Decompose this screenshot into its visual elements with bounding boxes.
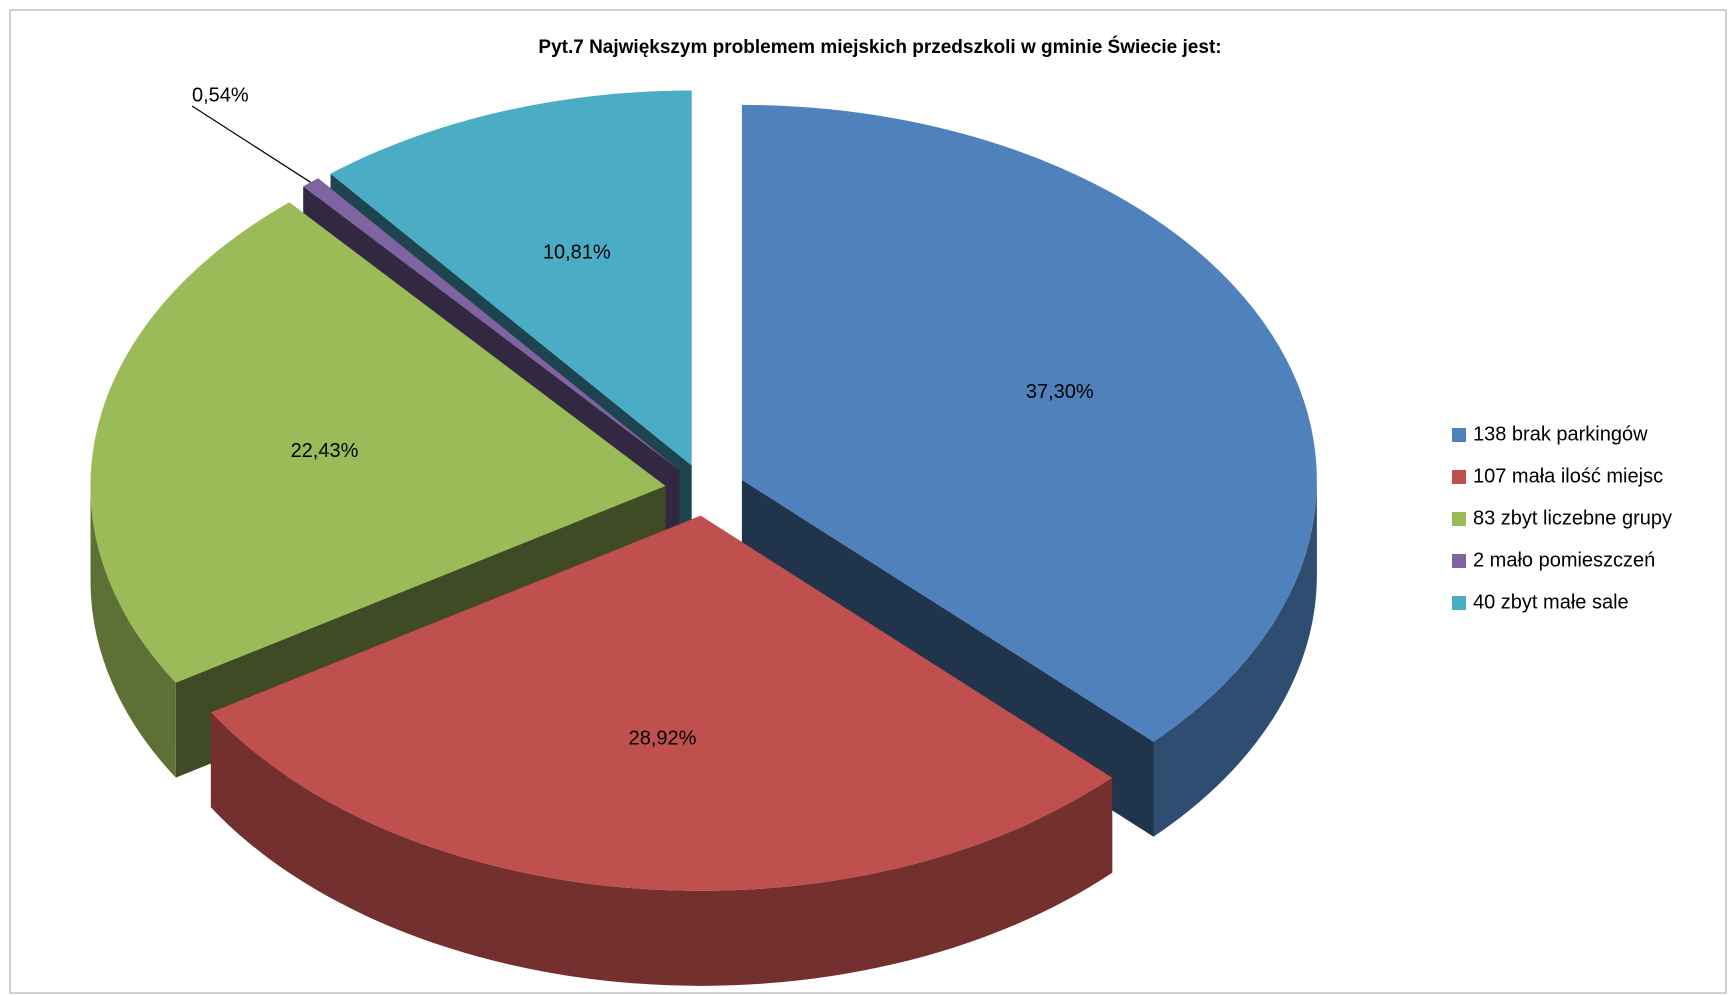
legend-label: 83 zbyt liczebne grupy: [1473, 507, 1672, 529]
pie-slice: [90, 202, 666, 683]
legend-label: 40 zbyt małe sale: [1473, 591, 1629, 613]
data-label: 37,30%: [1026, 381, 1094, 403]
legend-label: 2 mało pomieszczeń: [1473, 549, 1655, 571]
data-label: 28,92%: [629, 728, 697, 750]
slice-outer-wall: [90, 486, 176, 778]
slice-outer-wall: [210, 712, 1113, 986]
chart-title: Pyt.7 Największym problemem miejskich pr…: [538, 36, 1221, 58]
pie-slice: [741, 104, 1317, 742]
data-label: 22,43%: [291, 440, 359, 462]
legend-label: 107 mała ilość miejsc: [1473, 465, 1663, 487]
data-label: 10,81%: [543, 242, 611, 264]
data-label: 0,54%: [192, 84, 249, 106]
legend-label: 138 brak parkingów: [1473, 423, 1648, 445]
pie-slice: [330, 90, 692, 466]
legend-swatch: [1452, 554, 1466, 568]
slice-outer-wall: [1153, 479, 1317, 837]
leader-line: [191, 105, 311, 183]
pie-slice: [303, 178, 680, 471]
legend-swatch: [1452, 512, 1466, 526]
legend-swatch: [1452, 596, 1466, 610]
legend-swatch: [1452, 428, 1466, 442]
legend-swatch: [1452, 470, 1466, 484]
pie-slice: [210, 515, 1113, 891]
